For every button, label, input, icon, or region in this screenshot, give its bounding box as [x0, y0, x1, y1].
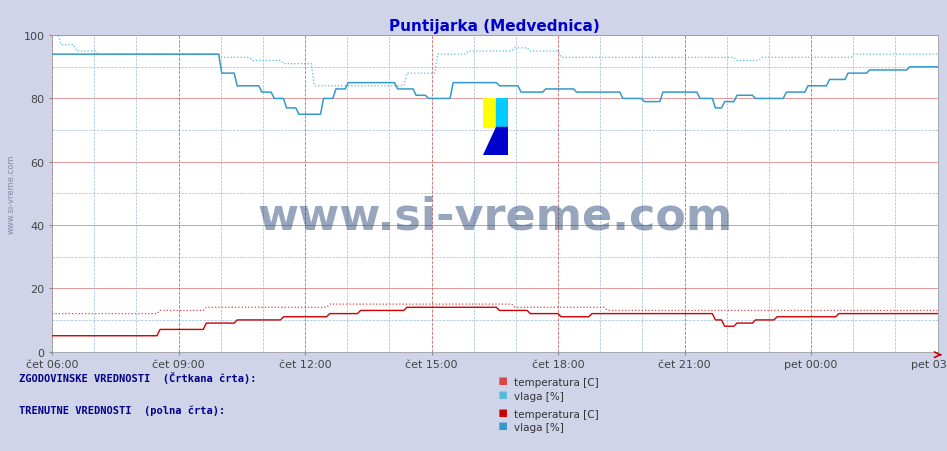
Text: vlaga [%]: vlaga [%]: [514, 422, 564, 432]
Text: vlaga [%]: vlaga [%]: [514, 391, 564, 400]
Polygon shape: [483, 128, 509, 156]
Text: ▪: ▪: [497, 404, 508, 419]
Text: www.si-vreme.com: www.si-vreme.com: [7, 154, 16, 234]
Text: temperatura [C]: temperatura [C]: [514, 409, 599, 419]
Text: ▪: ▪: [497, 417, 508, 433]
Text: ZGODOVINSKE VREDNOSTI  (Črtkana črta):: ZGODOVINSKE VREDNOSTI (Črtkana črta):: [19, 371, 257, 383]
Text: ▪: ▪: [497, 386, 508, 401]
Text: www.si-vreme.com: www.si-vreme.com: [258, 194, 732, 238]
Bar: [495, 99, 509, 128]
Title: Puntijarka (Medvednica): Puntijarka (Medvednica): [389, 18, 600, 33]
Text: temperatura [C]: temperatura [C]: [514, 377, 599, 387]
Text: TRENUTNE VREDNOSTI  (polna črta):: TRENUTNE VREDNOSTI (polna črta):: [19, 404, 225, 414]
Bar: [483, 99, 495, 128]
Text: ▪: ▪: [497, 372, 508, 387]
